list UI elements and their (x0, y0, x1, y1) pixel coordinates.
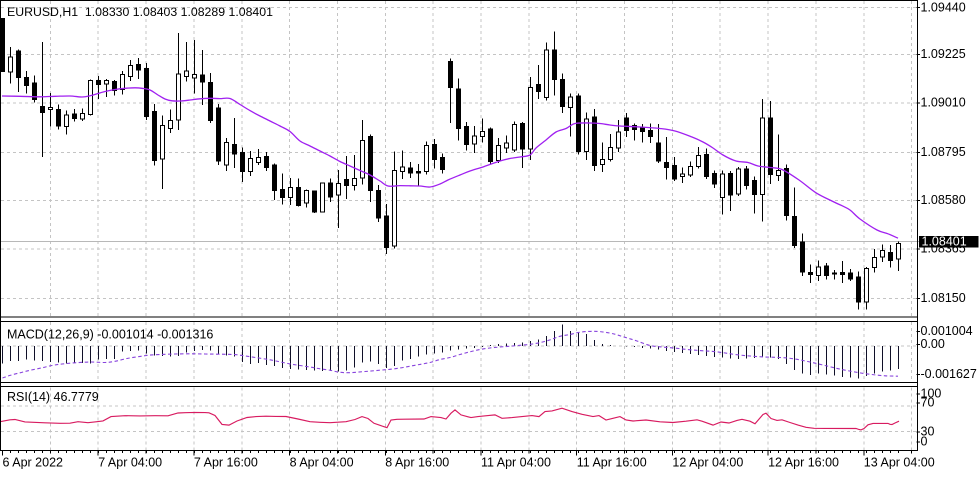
svg-text:100: 100 (921, 387, 942, 401)
svg-text:EURUSD,H1 1.08330 1.08403 1.0: EURUSD,H1 1.08330 1.08403 1.08289 1.0840… (7, 5, 273, 19)
svg-text:8 Apr 04:00: 8 Apr 04:00 (290, 456, 354, 470)
svg-text:12 Apr 16:00: 12 Apr 16:00 (768, 456, 839, 470)
svg-text:1.08401: 1.08401 (922, 234, 967, 248)
svg-text:1.09010: 1.09010 (921, 96, 966, 110)
svg-text:13 Apr 04:00: 13 Apr 04:00 (864, 456, 935, 470)
svg-text:1.08365: 1.08365 (921, 242, 966, 256)
svg-text:12 Apr 04:00: 12 Apr 04:00 (672, 456, 743, 470)
svg-text:30: 30 (921, 425, 935, 439)
svg-text:RSI(14) 46.7779: RSI(14) 46.7779 (7, 390, 99, 404)
svg-text:-0.001627: -0.001627 (921, 367, 977, 381)
svg-text:1.09225: 1.09225 (921, 47, 966, 61)
svg-text:6 Apr 2022: 6 Apr 2022 (3, 456, 64, 470)
svg-text:8 Apr 16:00: 8 Apr 16:00 (385, 456, 449, 470)
svg-text:1.09440: 1.09440 (921, 1, 966, 15)
svg-text:11 Apr 16:00: 11 Apr 16:00 (577, 456, 647, 470)
svg-text:0.00: 0.00 (921, 337, 945, 351)
svg-text:1.08580: 1.08580 (921, 193, 966, 207)
svg-text:7 Apr 16:00: 7 Apr 16:00 (194, 456, 258, 470)
svg-text:7 Apr 04:00: 7 Apr 04:00 (98, 456, 162, 470)
svg-text:11 Apr 04:00: 11 Apr 04:00 (481, 456, 551, 470)
svg-text:MACD(12,26,9) -0.001014 -0.001: MACD(12,26,9) -0.001014 -0.001316 (7, 328, 213, 342)
svg-text:1.08150: 1.08150 (921, 291, 966, 305)
svg-text:1.08795: 1.08795 (921, 145, 966, 159)
svg-text:0: 0 (921, 435, 928, 449)
svg-text:70: 70 (921, 396, 935, 410)
svg-text:0.001004: 0.001004 (921, 324, 973, 338)
